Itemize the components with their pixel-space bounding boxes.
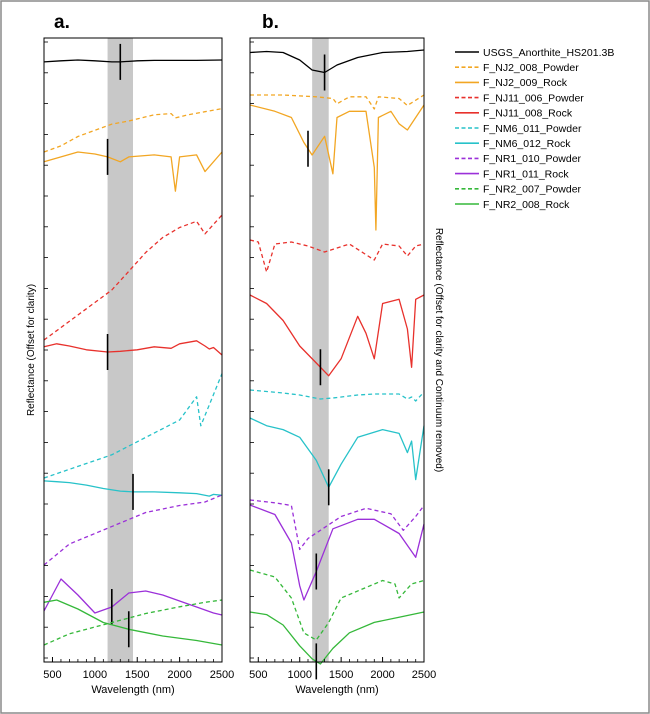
legend: USGS_Anorthite_HS201.3B F_NJ2_008_Powder F…	[455, 47, 614, 211]
series-line-f-nj11-008-rock	[43, 340, 223, 356]
panel-b: 500 1000 1500 2000 2500 Wavelength (nm) Reflec…	[249, 12, 444, 696]
panel-a: 500 1000 1500 2000 2500 Wavelength (nm) Reflec…	[26, 12, 234, 696]
series-line-f-nr2-007-powder	[249, 569, 425, 641]
legend-label: F_NJ2_008_Powder	[483, 62, 579, 74]
legend-label: F_NJ11_006_Powder	[483, 92, 584, 104]
x-tick-label: 1500	[329, 669, 353, 681]
legend-label: F_NR2_007_Powder	[483, 184, 582, 196]
series-line-f-nr1-010-powder	[249, 499, 425, 551]
series-line-f-nm6-011-powder	[43, 373, 223, 479]
x-tick-label: 1000	[287, 669, 311, 681]
x-tick-label: 1500	[125, 669, 149, 681]
series-line-f-nm6-012-rock	[249, 417, 425, 488]
x-tick-label: 500	[43, 669, 61, 681]
series-line-f-nj2-008-powder	[43, 107, 223, 153]
x-tick-label: 2000	[167, 669, 191, 681]
legend-label: F_NJ11_008_Rock	[483, 108, 573, 120]
series-line-f-nj11-006-powder	[43, 214, 223, 341]
legend-label: F_NR2_008_Rock	[483, 199, 570, 211]
legend-label: F_NJ2_009_Rock	[483, 77, 568, 89]
series-line-f-nj2-008-powder	[250, 94, 425, 110]
x-tick-label: 500	[249, 669, 267, 681]
y-axis-label: Reflectance (Offset for clarity)	[26, 284, 37, 416]
legend-label: F_NM6_012_Rock	[483, 138, 571, 150]
legend-label: USGS_Anorthite_HS201.3B	[483, 47, 614, 59]
series-line-f-nm6-011-powder	[249, 389, 425, 402]
series-line-f-nj11-006-powder	[249, 239, 425, 273]
x-axis-label: Wavelength (nm)	[91, 684, 174, 696]
series-line-f-nr2-008-rock	[249, 611, 425, 665]
legend-label: F_NM6_011_Powder	[483, 123, 582, 135]
x-tick-label: 2500	[210, 669, 234, 681]
x-tick-label: 2500	[412, 669, 436, 681]
y-axis-label: Reflectance (Offset for clarity and Cont…	[433, 228, 444, 472]
series-line-f-nj2-009-rock	[249, 104, 425, 231]
series-line-f-nr2-008-rock	[43, 599, 223, 646]
series-line-f-nr1-011-rock	[43, 578, 223, 616]
series-line-f-nj11-008-rock	[249, 294, 425, 377]
panel-label: a.	[54, 12, 70, 33]
series-line-f-nr1-011-rock	[249, 504, 425, 601]
series-line-f-nr2-007-powder	[43, 599, 223, 646]
legend-label: F_NR1_010_Powder	[483, 153, 582, 165]
legend-label: F_NR1_011_Rock	[483, 168, 569, 180]
x-axis-label: Wavelength (nm)	[295, 684, 378, 696]
panel-label: b.	[262, 12, 279, 33]
series-line-f-nr1-010-powder	[43, 494, 223, 566]
x-tick-label: 1000	[83, 669, 107, 681]
series-line-f-nj2-009-rock	[43, 151, 223, 192]
x-tick-label: 2000	[370, 669, 394, 681]
